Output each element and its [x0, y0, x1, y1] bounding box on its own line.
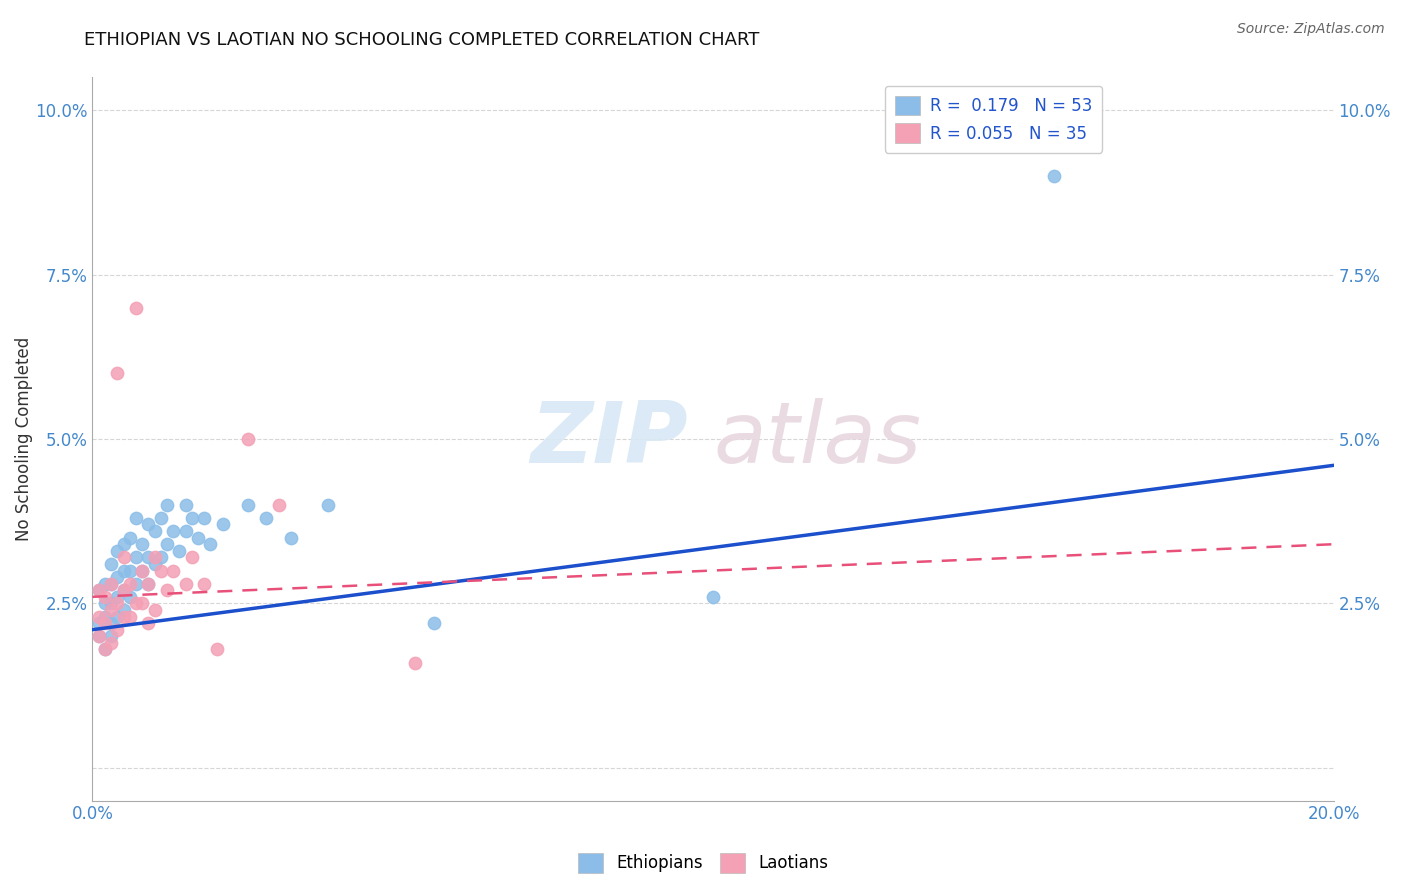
Point: [131, 596, 153, 610]
Point: [1043, 169, 1066, 183]
Point: [118, 531, 141, 545]
Point: [423, 616, 446, 631]
Point: [280, 531, 302, 545]
Point: [100, 557, 122, 571]
Point: [125, 596, 148, 610]
Point: [105, 543, 128, 558]
Point: [87, 583, 110, 598]
Point: [125, 301, 148, 315]
Legend: Ethiopians, Laotians: Ethiopians, Laotians: [571, 847, 835, 880]
Point: [105, 590, 128, 604]
Point: [236, 432, 259, 446]
Text: atlas: atlas: [713, 398, 921, 481]
Point: [236, 498, 259, 512]
Point: [193, 576, 215, 591]
Point: [112, 609, 135, 624]
Point: [105, 366, 128, 380]
Point: [100, 576, 122, 591]
Point: [156, 498, 179, 512]
Point: [105, 623, 128, 637]
Point: [100, 636, 122, 650]
Point: [149, 564, 172, 578]
Point: [143, 550, 166, 565]
Point: [94, 590, 117, 604]
Point: [162, 524, 184, 538]
Point: [136, 517, 159, 532]
Point: [125, 550, 148, 565]
Point: [118, 576, 141, 591]
Point: [211, 517, 233, 532]
Point: [174, 498, 197, 512]
Point: [131, 564, 153, 578]
Point: [702, 590, 724, 604]
Point: [112, 603, 135, 617]
Point: [316, 498, 339, 512]
Point: [131, 537, 153, 551]
Point: [200, 537, 222, 551]
Point: [187, 531, 209, 545]
Point: [156, 537, 179, 551]
Legend: R =  0.179   N = 53, R = 0.055   N = 35: R = 0.179 N = 53, R = 0.055 N = 35: [884, 86, 1102, 153]
Point: [87, 629, 110, 643]
Point: [267, 498, 290, 512]
Point: [94, 596, 117, 610]
Text: ZIP: ZIP: [530, 398, 688, 481]
Point: [169, 543, 191, 558]
Point: [404, 656, 426, 670]
Point: [143, 524, 166, 538]
Point: [162, 564, 184, 578]
Point: [112, 583, 135, 598]
Point: [180, 550, 202, 565]
Point: [143, 557, 166, 571]
Point: [156, 583, 179, 598]
Point: [136, 550, 159, 565]
Point: [125, 576, 148, 591]
Point: [94, 642, 117, 657]
Point: [87, 583, 110, 598]
Point: [125, 511, 148, 525]
Point: [112, 564, 135, 578]
Point: [136, 576, 159, 591]
Point: [136, 616, 159, 631]
Point: [112, 583, 135, 598]
Point: [100, 576, 122, 591]
Point: [254, 511, 277, 525]
Point: [105, 609, 128, 624]
Point: [100, 596, 122, 610]
Point: [100, 603, 122, 617]
Point: [105, 570, 128, 584]
Point: [112, 537, 135, 551]
Point: [105, 596, 128, 610]
Point: [94, 616, 117, 631]
Point: [143, 603, 166, 617]
Point: [174, 576, 197, 591]
Point: [118, 590, 141, 604]
Point: [149, 550, 172, 565]
Point: [118, 564, 141, 578]
Text: ETHIOPIAN VS LAOTIAN NO SCHOOLING COMPLETED CORRELATION CHART: ETHIOPIAN VS LAOTIAN NO SCHOOLING COMPLE…: [84, 31, 759, 49]
Point: [180, 511, 202, 525]
Point: [205, 642, 228, 657]
Point: [100, 629, 122, 643]
Point: [193, 511, 215, 525]
Point: [87, 609, 110, 624]
Point: [94, 642, 117, 657]
Point: [174, 524, 197, 538]
Point: [136, 576, 159, 591]
Point: [94, 609, 117, 624]
Point: [87, 616, 110, 631]
Point: [100, 616, 122, 631]
Point: [112, 550, 135, 565]
Point: [131, 564, 153, 578]
Text: Source: ZipAtlas.com: Source: ZipAtlas.com: [1237, 22, 1385, 37]
Point: [94, 576, 117, 591]
Y-axis label: No Schooling Completed: No Schooling Completed: [15, 337, 32, 541]
Point: [118, 609, 141, 624]
Point: [87, 629, 110, 643]
Point: [149, 511, 172, 525]
